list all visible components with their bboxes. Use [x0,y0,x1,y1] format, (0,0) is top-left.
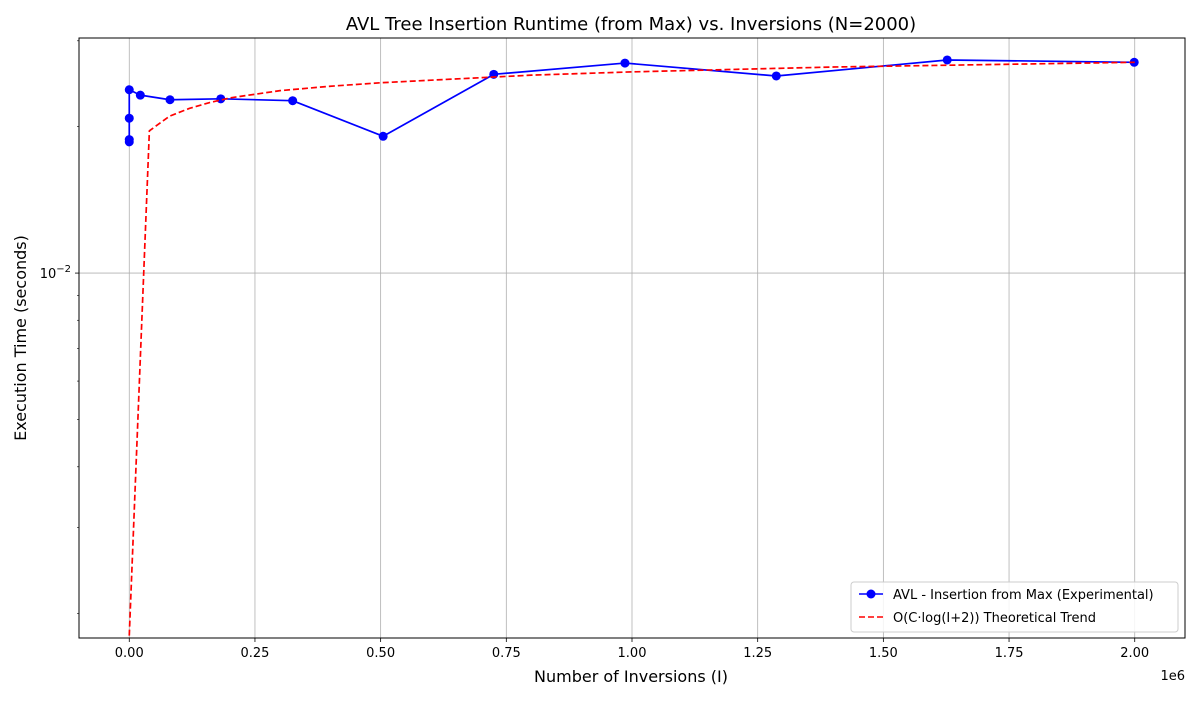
data-point [378,131,388,141]
data-point [124,137,134,147]
y-axis-label: Execution Time (seconds) [11,235,30,441]
data-point [620,58,630,68]
series-line-0 [128,59,1135,143]
legend-label-experimental: AVL - Insertion from Max (Experimental) [893,588,1154,603]
data-point [771,71,781,81]
tick-layer: 0.00 0.25 0.50 0.75 1.00 1.25 1.50 1.75 2.00 10−2 [40,40,1149,661]
data-point [288,96,298,106]
x-tick-label: 1.50 [869,646,898,661]
chart-title: AVL Tree Insertion Runtime (from Max) vs… [346,14,916,35]
legend-marker-experimental [866,589,876,599]
data-point [135,90,145,100]
x-axis-offset-label: 1e6 [1160,669,1185,684]
data-point [165,95,175,105]
x-tick-label: 2.00 [1120,646,1149,661]
x-tick-label: 0.00 [115,646,144,661]
x-tick-label: 0.25 [240,646,269,661]
legend-label-theoretical: O(C·log(I+2)) Theoretical Trend [893,611,1096,626]
data-point [124,85,134,95]
data-point [124,113,134,123]
x-axis-label: Number of Inversions (I) [534,667,728,686]
series-line-1 [128,61,1135,636]
legend-box [850,581,1179,633]
data-point [942,55,952,65]
series-layer [124,55,1139,636]
legend: AVL - Insertion from Max (Experimental) … [850,581,1179,633]
x-tick-label: 0.50 [366,646,395,661]
y-tick-label: 10−2 [40,264,71,282]
x-tick-label: 1.75 [995,646,1024,661]
x-tick-label: 1.25 [743,646,772,661]
x-tick-label: 0.75 [492,646,521,661]
x-tick-label: 1.00 [618,646,647,661]
